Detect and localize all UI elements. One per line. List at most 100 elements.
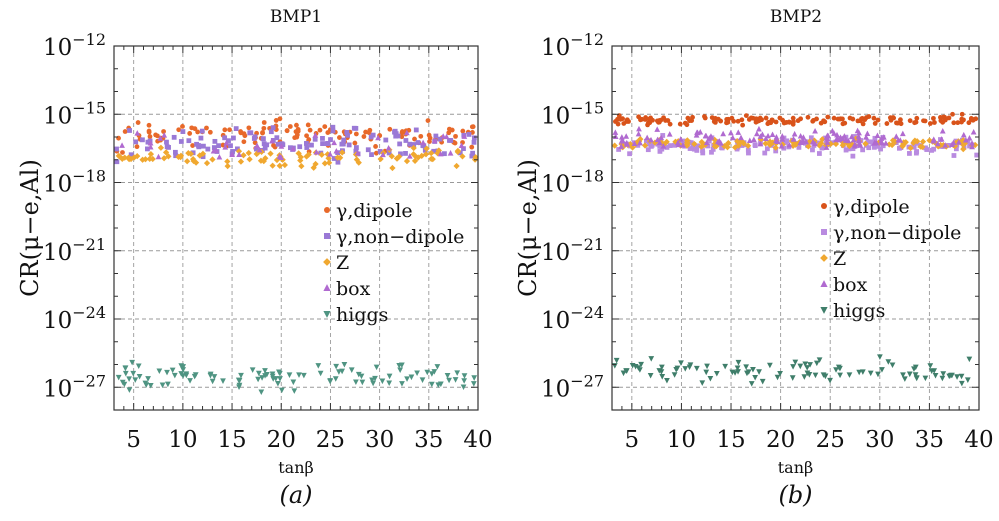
data-point (663, 138, 670, 145)
data-point (120, 150, 125, 155)
data-point (912, 120, 917, 126)
data-point (408, 374, 415, 381)
data-point (447, 150, 454, 156)
data-point (361, 134, 367, 139)
data-point (344, 129, 350, 135)
data-point (449, 127, 455, 133)
data-point (735, 142, 742, 149)
data-point (324, 141, 330, 147)
data-point (627, 141, 634, 148)
data-point (882, 140, 889, 146)
x-tick-label: 30 (865, 427, 894, 453)
data-point (611, 363, 618, 369)
data-point (646, 116, 652, 122)
data-point (466, 132, 472, 137)
data-point (745, 369, 752, 375)
data-point (142, 380, 149, 387)
data-point (906, 371, 913, 378)
data-point (889, 362, 896, 369)
data-point (304, 133, 309, 139)
data-point (176, 127, 182, 133)
data-point (121, 154, 128, 161)
data-point (842, 120, 848, 126)
data-point (812, 128, 818, 134)
x-tick-label: 10 (168, 427, 197, 453)
x-axis-ticks: 5 10 15 20 25 30 35 40 (611, 46, 994, 453)
data-point (351, 125, 357, 131)
data-point (822, 119, 828, 125)
data-point (273, 118, 279, 123)
data-point (767, 362, 773, 369)
legend-label: box (833, 274, 868, 296)
series-box (612, 125, 977, 150)
data-point (269, 137, 275, 144)
data-point (424, 369, 431, 376)
data-point (459, 153, 466, 160)
data-point (791, 139, 798, 147)
data-point (731, 118, 737, 124)
data-point (380, 151, 386, 158)
data-point (411, 157, 419, 165)
chart-title: BMP2 (770, 7, 822, 27)
data-point (802, 361, 809, 368)
data-point (166, 145, 171, 150)
data-point (898, 117, 903, 123)
data-point (399, 129, 405, 134)
data-point (740, 122, 746, 128)
data-point (469, 144, 475, 150)
data-point (636, 114, 642, 120)
data-point (446, 130, 452, 136)
data-point (454, 148, 461, 156)
data-point (403, 129, 410, 136)
data-point (752, 143, 758, 148)
data-point (930, 138, 937, 144)
data-point (801, 374, 808, 380)
data-point (702, 132, 709, 139)
data-point (237, 158, 245, 165)
data-point (766, 141, 774, 149)
data-point (877, 354, 883, 360)
data-point (637, 139, 643, 146)
data-point (224, 158, 231, 165)
data-point (180, 367, 187, 373)
data-point (667, 121, 673, 127)
y-tick-label: 10−12 (43, 30, 106, 61)
data-point (429, 156, 436, 163)
data-point (718, 118, 724, 124)
x-tick-label: 5 (625, 427, 640, 453)
data-point (786, 141, 793, 148)
data-point (411, 142, 417, 147)
data-point (951, 120, 957, 126)
data-point (157, 144, 165, 151)
data-point (689, 118, 695, 123)
chart-panel-bmp1: BMP1 10−12 10−15 10−18 10−21 10−24 10−27 5 10 15 2… (16, 7, 493, 509)
data-point (161, 132, 168, 138)
data-point (654, 136, 661, 143)
data-point (834, 131, 840, 138)
data-point (275, 141, 281, 147)
data-point (872, 121, 878, 126)
data-point (277, 376, 283, 382)
data-point (281, 161, 288, 169)
data-point (353, 131, 359, 137)
data-point (156, 368, 163, 375)
data-point (807, 362, 813, 368)
data-point (927, 121, 933, 126)
data-point (940, 371, 947, 377)
data-point (837, 372, 843, 379)
data-point (958, 373, 965, 380)
data-point (698, 138, 705, 146)
data-point (890, 115, 896, 120)
data-point (919, 138, 927, 145)
legend-marker (324, 233, 330, 239)
data-point (139, 156, 146, 163)
data-point (810, 138, 816, 145)
data-point (907, 144, 914, 152)
y-axis-ticks: 10−12 10−15 10−18 10−21 10−24 10−27 (43, 30, 478, 411)
data-point (428, 381, 435, 388)
x-axis-ticks: 5 10 15 20 25 30 35 40 (113, 46, 493, 453)
data-point (618, 134, 625, 140)
data-point (276, 370, 283, 377)
data-point (321, 160, 329, 167)
data-point (703, 139, 710, 146)
